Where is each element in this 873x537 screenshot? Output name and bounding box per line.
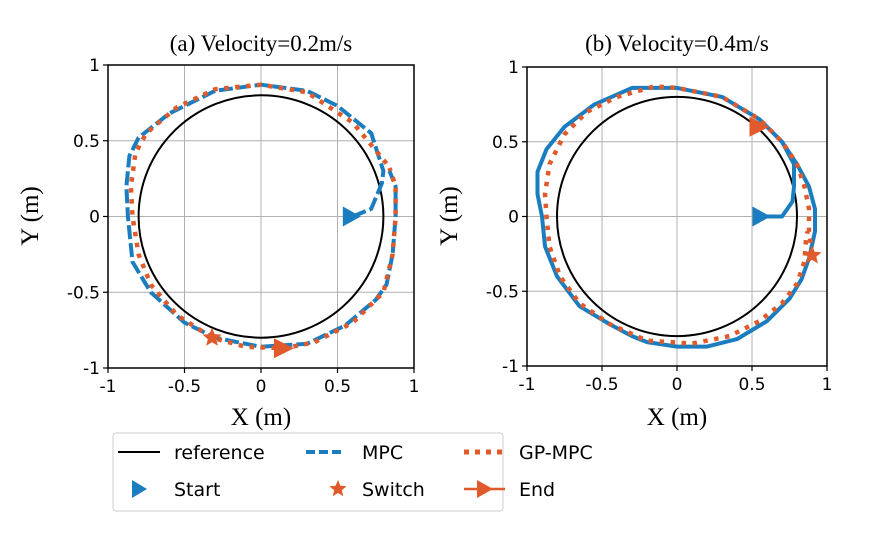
- panel-b-end-marker: [749, 116, 770, 137]
- panel-a-mpc-line: [124, 82, 398, 349]
- panel-b-ytick-label: -1: [502, 357, 519, 377]
- panel-b-ytick-label: 0: [508, 208, 519, 228]
- panel-b-reference-circle: [556, 95, 798, 338]
- panel-a-xlabel: X (m): [231, 404, 291, 431]
- panel-a-xtick-label: 0.5: [324, 377, 351, 397]
- legend-switch-marker: [329, 480, 347, 497]
- panel-b-xtick-label: -1: [519, 375, 536, 395]
- panel-b-ytick-label: -0.5: [486, 282, 519, 302]
- legend-end-label: End: [519, 479, 555, 501]
- panel-a-end-marker: [273, 338, 294, 359]
- panel-a-switch-marker: [202, 327, 222, 346]
- panel-a: (a) Velocity=0.2m/s X (m) Y (m) -1 -0.5 0 0…: [17, 31, 419, 431]
- panel-b-ytick-label: 0.5: [492, 133, 519, 153]
- panel-b-ytick-label: 1: [508, 58, 519, 78]
- panel-b-xtick-label: 0.5: [738, 375, 765, 395]
- panel-b-title: (b) Velocity=0.4m/s: [585, 31, 769, 56]
- panel-a-gpmpc-line: [128, 82, 398, 351]
- panel-b-switch-marker: [802, 245, 822, 264]
- panel-b: (b) Velocity=0.4m/s X (m) Y (m) -1 -0.5 0 0…: [436, 31, 832, 431]
- panel-b-gpmpc-line: [542, 84, 815, 346]
- panel-b-ylabel: Y (m): [436, 186, 463, 245]
- panel-a-xtick-label: -0.5: [168, 377, 201, 397]
- panel-a-xtick-label: 1: [409, 377, 420, 397]
- legend-gpmpc-label: GP-MPC: [519, 442, 593, 464]
- panel-a-ytick-label: 0: [89, 208, 100, 228]
- legend-frame: [112, 432, 504, 512]
- panel-a-reference-circle: [137, 94, 385, 339]
- panel-a-start-marker: [342, 206, 361, 227]
- panel-a-ytick-label: 1: [89, 56, 100, 76]
- panel-b-xlabel: X (m): [647, 404, 707, 431]
- panel-b-start-marker: [752, 206, 771, 227]
- panel-a-xtick-label: 0: [256, 377, 267, 397]
- panel-a-ytick-label: -0.5: [67, 283, 100, 303]
- panel-a-ytick-label: -1: [83, 359, 100, 379]
- legend-start-marker: [132, 480, 147, 498]
- legend-reference-label: reference: [174, 442, 265, 464]
- legend-start-label: Start: [174, 479, 220, 501]
- panel-b-xtick-label: -0.5: [585, 375, 618, 395]
- legend-mpc-label: MPC: [362, 442, 403, 464]
- panel-a-ytick-label: 0.5: [73, 132, 100, 152]
- legend-switch-label: Switch: [362, 479, 425, 501]
- legend: reference MPC GP-MPC Start Switch End: [112, 432, 593, 512]
- panel-b-xtick-label: 1: [822, 375, 833, 395]
- panel-a-title: (a) Velocity=0.2m/s: [170, 31, 353, 56]
- panel-b-xtick-label: 0: [672, 375, 683, 395]
- panel-a-ylabel: Y (m): [17, 186, 44, 245]
- panel-a-xtick-label: -1: [100, 377, 117, 397]
- legend-end-marker: [477, 480, 493, 498]
